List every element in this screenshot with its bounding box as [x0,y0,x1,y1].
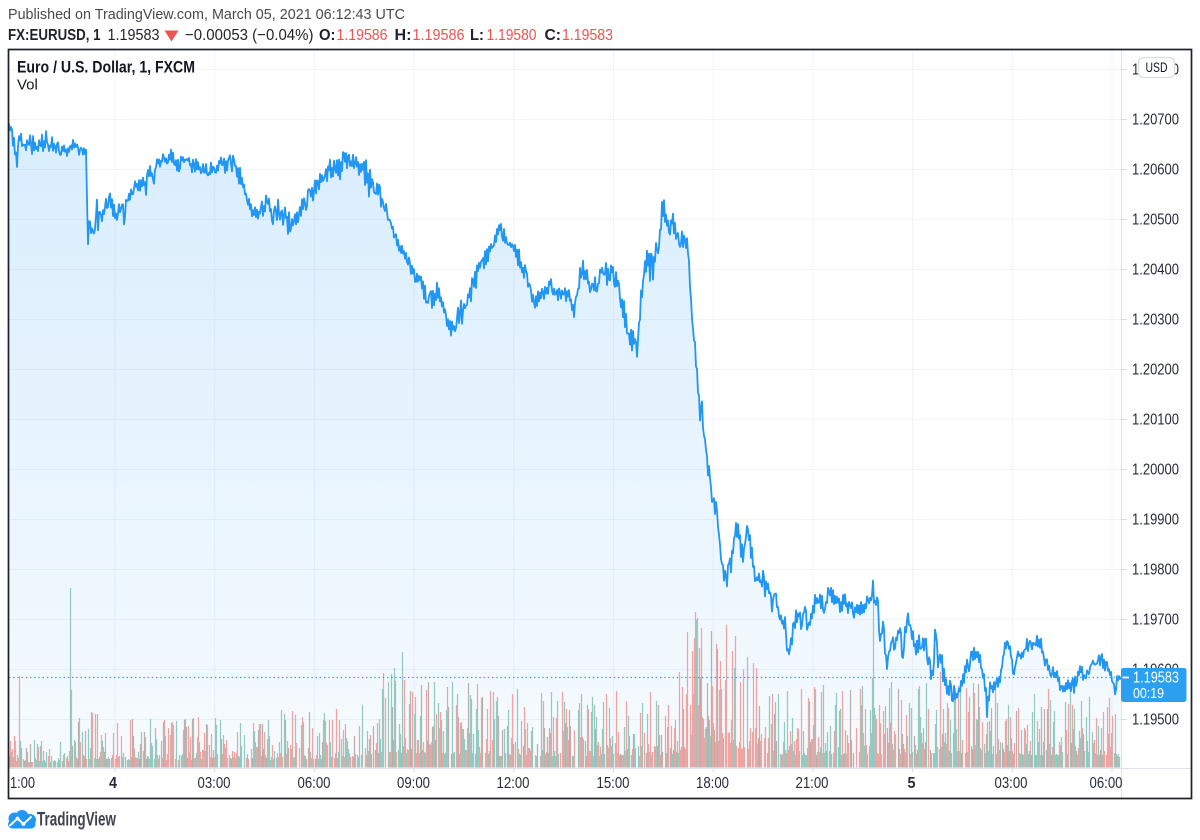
svg-text:1.20200: 1.20200 [1132,362,1179,379]
svg-text:1.19700: 1.19700 [1132,612,1179,629]
svg-text:Vol: Vol [17,77,38,94]
svg-text:USD: USD [1146,59,1168,75]
svg-text:18:00: 18:00 [696,775,729,792]
svg-text:1.20000: 1.20000 [1132,462,1179,479]
svg-text:15:00: 15:00 [597,775,630,792]
svg-text:1.19500: 1.19500 [1132,712,1179,729]
svg-text:C:: C: [545,27,562,44]
svg-text:TradingView: TradingView [37,809,117,831]
svg-text:L:: L: [470,27,484,44]
svg-text:Published on TradingView.com,: Published on TradingView.com, March 05, … [8,6,405,23]
svg-text:03:00: 03:00 [995,775,1028,792]
svg-text:12:00: 12:00 [497,775,530,792]
svg-text:O:: O: [319,27,336,44]
svg-text:00:19: 00:19 [1133,685,1164,702]
svg-text:FX:EURUSD, 1: FX:EURUSD, 1 [8,27,101,44]
svg-text:−0.00053 (−0.04%): −0.00053 (−0.04%) [185,27,314,44]
svg-text:4: 4 [109,775,117,792]
svg-text:1.20400: 1.20400 [1132,262,1179,279]
svg-text:5: 5 [908,775,916,792]
svg-text:1.19800: 1.19800 [1132,562,1179,579]
svg-text:1.19900: 1.19900 [1132,512,1179,529]
svg-text:06:00: 06:00 [298,775,331,792]
svg-text:1:00: 1:00 [10,775,35,792]
svg-text:1.20300: 1.20300 [1132,312,1179,329]
svg-text:03:00: 03:00 [198,775,231,792]
svg-text:1.20600: 1.20600 [1132,162,1179,179]
svg-text:1.20700: 1.20700 [1132,112,1179,129]
svg-text:1.19583: 1.19583 [1133,670,1179,687]
svg-text:1.19583: 1.19583 [108,27,160,44]
svg-text:1.19586: 1.19586 [413,27,465,44]
svg-text:1.20500: 1.20500 [1132,212,1179,229]
svg-text:21:00: 21:00 [796,775,829,792]
svg-text:Euro / U.S. Dollar, 1, FXCM: Euro / U.S. Dollar, 1, FXCM [17,58,195,77]
svg-text:H:: H: [395,27,412,44]
svg-text:09:00: 09:00 [397,775,430,792]
svg-text:06:00: 06:00 [1090,775,1123,792]
svg-text:1.19586: 1.19586 [337,27,388,44]
svg-text:1.20100: 1.20100 [1132,412,1179,429]
svg-text:1.19583: 1.19583 [562,27,613,44]
svg-text:1.19580: 1.19580 [487,27,537,44]
